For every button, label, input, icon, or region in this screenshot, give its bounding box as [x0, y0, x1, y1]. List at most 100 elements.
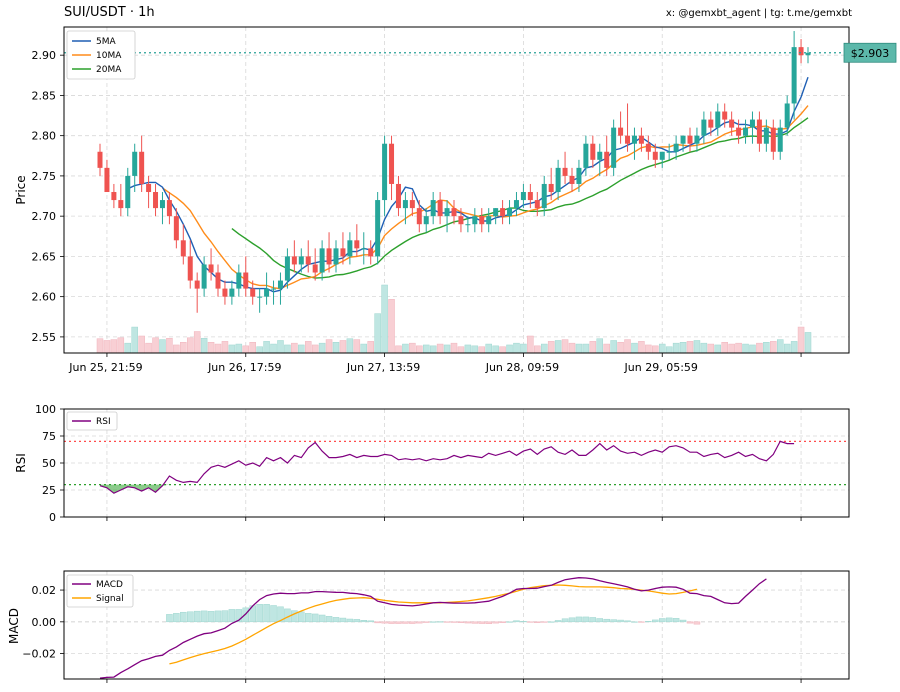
- volume-bar: [527, 335, 534, 354]
- price-ytick-label: 2.65: [32, 250, 57, 263]
- volume-bar: [499, 346, 506, 354]
- candle-body: [507, 208, 513, 217]
- volume-bar: [436, 343, 444, 354]
- price-xtick-label: Jun 26, 17:59: [207, 361, 281, 374]
- macd-hist-bar: [554, 620, 562, 623]
- macd-axes: −0.02 0.00 0.02: [22, 584, 802, 683]
- volume-bar: [520, 343, 527, 354]
- candle-body: [97, 151, 103, 168]
- macd-hist-bar: [596, 618, 604, 623]
- candle-body: [749, 119, 755, 128]
- macd-hist-bar: [367, 620, 374, 623]
- rsi-panel: 0 25 50 75 100 RSI RSI: [14, 403, 850, 524]
- macd-hist-bar: [242, 607, 250, 623]
- macd-hist-bar: [534, 621, 541, 623]
- volume-bar: [561, 339, 569, 354]
- macd-panel-frame: [63, 570, 850, 680]
- candle-body: [770, 127, 776, 152]
- candle-body: [208, 264, 214, 273]
- ma10-line: [162, 105, 809, 290]
- macd-hist-bar: [318, 614, 326, 623]
- volume-bar: [610, 340, 617, 354]
- candle-body: [729, 119, 735, 128]
- ma20-line: [231, 117, 809, 279]
- rsi-lines: [64, 440, 849, 494]
- price-tag-box: [843, 42, 897, 63]
- macd-ytick-label: 0.00: [32, 616, 57, 629]
- macd-hist-bar: [200, 610, 208, 623]
- signal-line: [169, 584, 698, 665]
- macd-hist-bar: [193, 610, 201, 623]
- volume-bar: [346, 338, 354, 354]
- volume-bar: [804, 332, 812, 354]
- price-ytick-label: 2.55: [32, 331, 57, 344]
- ma5-line: [127, 76, 809, 293]
- volume-bar: [103, 340, 111, 354]
- candle-body: [194, 280, 200, 289]
- volume-bar: [256, 346, 263, 354]
- volume-bar: [631, 342, 638, 354]
- candle-body: [173, 216, 179, 241]
- candle-body: [382, 143, 388, 201]
- volume-bar: [554, 340, 562, 354]
- volume-bar: [145, 342, 152, 354]
- volume-bar: [721, 342, 728, 354]
- macd-hist-bar: [409, 621, 416, 624]
- rsi-ytick-label: 100: [35, 403, 56, 416]
- candle-body: [763, 127, 769, 144]
- candle-body: [236, 272, 242, 289]
- candle-body: [805, 52, 811, 56]
- price-xtick-label: Jun 27, 13:59: [346, 361, 420, 374]
- volume-bar: [374, 313, 381, 354]
- volume-bar: [652, 345, 659, 354]
- candle-body: [354, 240, 360, 249]
- macd-hist-bar: [568, 617, 576, 623]
- macd-hist-bar: [679, 619, 687, 623]
- macd-hist-bar: [527, 621, 534, 623]
- volume-bars: [96, 284, 812, 354]
- candle-body: [791, 47, 797, 104]
- macd-hist-bar: [450, 621, 458, 623]
- volume-bar: [568, 342, 576, 354]
- candle-body: [375, 200, 381, 257]
- macd-hist-bar: [360, 620, 368, 623]
- macd-hist-bar: [235, 609, 243, 623]
- macd-hist-bar: [617, 619, 624, 623]
- candle-body: [562, 167, 568, 176]
- macd-hist-bar: [658, 618, 666, 623]
- candle-body: [743, 127, 749, 136]
- price-xtick-label: Jun 25, 21:59: [68, 361, 142, 374]
- macd-hist-bar: [547, 621, 555, 623]
- macd-hist-bar: [499, 621, 506, 623]
- candlesticks: [97, 31, 811, 313]
- volume-bar: [339, 340, 347, 354]
- volume-bar: [478, 346, 486, 354]
- volume-bar: [686, 341, 694, 354]
- price-ytick-label: 2.80: [32, 130, 57, 143]
- macd-hist-bar: [443, 621, 451, 623]
- macd-hist-bar: [631, 621, 638, 623]
- rsi-line: [99, 440, 795, 494]
- candle-body: [118, 200, 124, 209]
- volume-bar: [534, 345, 541, 354]
- candle-body: [187, 256, 193, 281]
- candle-body: [576, 167, 582, 184]
- candle-body: [479, 216, 485, 225]
- volume-bar: [735, 342, 742, 354]
- macd-hist-bar: [374, 621, 381, 624]
- volume-bar: [693, 340, 701, 354]
- macd-hist-bar: [173, 613, 180, 623]
- volume-bar: [193, 331, 201, 354]
- candle-body: [500, 208, 506, 217]
- price-ytick-label: 2.90: [32, 49, 57, 62]
- macd-legend: MACD Signal: [66, 574, 134, 608]
- macd-hist-bar: [214, 610, 222, 623]
- macd-hist-bar: [624, 620, 631, 623]
- macd-hist-bar: [665, 617, 673, 623]
- volume-bar: [450, 342, 458, 354]
- candle-body: [368, 248, 374, 257]
- candle-body: [146, 183, 152, 193]
- candle-body: [180, 240, 186, 257]
- candle-body: [159, 200, 165, 209]
